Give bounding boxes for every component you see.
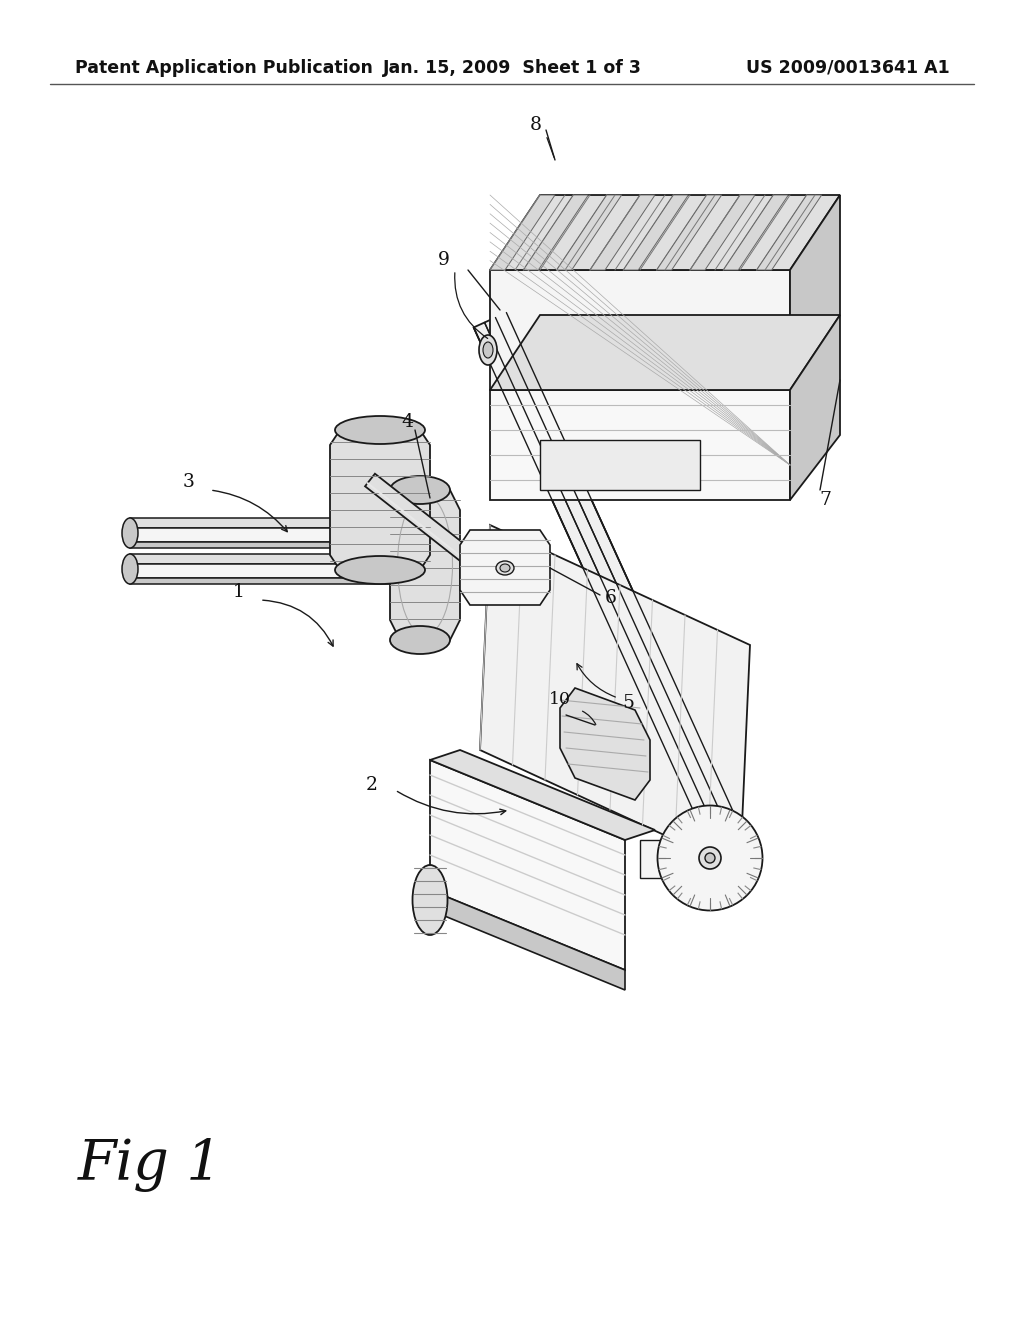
Polygon shape [490,195,840,271]
Polygon shape [130,578,455,583]
Text: 4: 4 [401,413,413,432]
Text: 8: 8 [530,116,542,135]
Polygon shape [460,531,550,605]
Polygon shape [490,389,790,500]
Polygon shape [757,195,821,271]
Text: 2: 2 [366,776,378,795]
Polygon shape [430,890,625,990]
Polygon shape [130,564,455,578]
Polygon shape [540,440,700,490]
Polygon shape [523,195,589,271]
Polygon shape [557,195,622,271]
Ellipse shape [657,805,763,911]
Ellipse shape [390,626,450,653]
Ellipse shape [390,477,450,504]
Polygon shape [366,474,515,597]
Ellipse shape [413,865,447,935]
Polygon shape [490,271,790,389]
Text: Fig 1: Fig 1 [78,1138,222,1192]
Polygon shape [130,554,455,564]
Polygon shape [130,528,455,543]
Ellipse shape [699,847,721,869]
Ellipse shape [500,564,510,572]
Polygon shape [690,195,755,271]
Polygon shape [790,195,840,389]
Polygon shape [490,195,555,271]
Polygon shape [656,195,722,271]
Polygon shape [130,517,455,528]
Text: 1: 1 [233,583,245,601]
Polygon shape [590,195,655,271]
Text: Jan. 15, 2009  Sheet 1 of 3: Jan. 15, 2009 Sheet 1 of 3 [383,59,641,77]
Polygon shape [390,490,460,640]
Polygon shape [430,760,625,970]
Polygon shape [790,315,840,500]
Text: 7: 7 [819,491,831,510]
Ellipse shape [496,561,514,576]
Ellipse shape [705,853,715,863]
Polygon shape [723,195,788,271]
Polygon shape [480,525,750,870]
Text: 3: 3 [183,473,195,491]
Ellipse shape [483,342,493,358]
Polygon shape [130,543,455,548]
Text: US 2009/0013641 A1: US 2009/0013641 A1 [746,59,950,77]
Text: 10: 10 [549,692,571,709]
Polygon shape [490,315,840,389]
Text: 9: 9 [438,251,450,269]
Ellipse shape [335,416,425,444]
Polygon shape [330,430,430,570]
Ellipse shape [122,554,138,583]
Text: 5: 5 [622,694,634,711]
Text: 6: 6 [605,589,616,607]
Text: Patent Application Publication: Patent Application Publication [75,59,373,77]
Polygon shape [560,688,650,800]
Polygon shape [474,313,757,878]
Polygon shape [430,750,655,840]
Polygon shape [640,840,710,878]
Polygon shape [624,195,688,271]
Ellipse shape [335,556,425,583]
Ellipse shape [479,335,497,366]
Ellipse shape [122,517,138,548]
